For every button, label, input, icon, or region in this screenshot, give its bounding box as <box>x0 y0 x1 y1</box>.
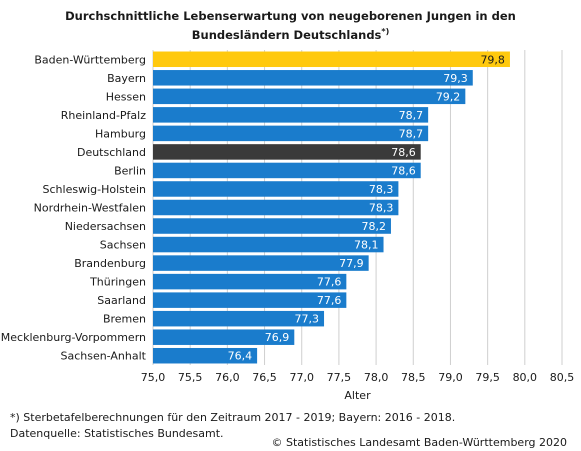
category-label: Deutschland <box>77 146 146 159</box>
data-label: 77,3 <box>295 313 320 326</box>
x-tick-label: 76,5 <box>252 371 277 384</box>
category-label: Mecklenburg-Vorpommern <box>1 331 146 344</box>
bar <box>153 107 429 123</box>
x-tick-label: 78,0 <box>364 371 389 384</box>
category-label: Niedersachsen <box>65 220 146 233</box>
category-label: Hamburg <box>95 127 146 140</box>
x-tick-label: 79,0 <box>438 371 463 384</box>
data-label: 78,1 <box>354 239 379 252</box>
data-label: 78,2 <box>361 220 386 233</box>
data-label: 77,6 <box>317 276 342 289</box>
data-label: 78,3 <box>369 183 394 196</box>
category-label: Hessen <box>106 90 146 103</box>
category-label: Thüringen <box>89 276 146 289</box>
bar <box>153 88 466 105</box>
chart-title-line-2-text: Bundesländern Deutschlands <box>191 27 382 42</box>
bar <box>153 329 295 345</box>
bar <box>153 144 421 160</box>
bar <box>153 292 347 308</box>
bar <box>153 218 391 234</box>
footnote: *) Sterbetafelberechnungen für den Zeitr… <box>10 411 456 424</box>
data-label: 78,7 <box>399 109 424 122</box>
x-tick-label: 75,0 <box>141 371 166 384</box>
x-tick-label: 77,0 <box>289 371 314 384</box>
category-label: Bayern <box>107 72 146 85</box>
x-tick-label: 78,5 <box>401 371 426 384</box>
bar <box>153 236 384 253</box>
data-label: 77,9 <box>339 257 364 270</box>
data-label: 76,9 <box>265 331 290 344</box>
x-tick-label: 75,5 <box>178 371 203 384</box>
data-label: 78,6 <box>391 146 416 159</box>
category-label: Sachsen <box>100 239 146 252</box>
x-tick-label: 79,5 <box>475 371 500 384</box>
bar <box>153 255 369 271</box>
category-label: Saarland <box>97 294 146 307</box>
data-source: Datenquelle: Statistisches Bundesamt. <box>10 427 224 440</box>
data-label: 78,6 <box>391 164 416 177</box>
bar <box>153 181 399 197</box>
x-tick-label: 80,5 <box>550 371 575 384</box>
category-label: Brandenburg <box>74 257 146 270</box>
bar <box>153 162 421 179</box>
bar <box>153 310 325 327</box>
bar <box>153 273 347 290</box>
chart-title-line-1: Durchschnittliche Lebenserwartung von ne… <box>65 9 516 23</box>
category-label: Berlin <box>114 164 146 177</box>
bar <box>153 51 510 68</box>
category-label: Schleswig-Holstein <box>43 183 146 196</box>
bar <box>153 70 473 86</box>
x-axis-label: Alter <box>344 389 371 402</box>
data-label: 78,3 <box>369 202 394 215</box>
data-label: 78,7 <box>399 127 424 140</box>
category-label: Nordrhein-Westfalen <box>34 202 146 215</box>
category-label: Rheinland-Pfalz <box>61 109 146 122</box>
bar <box>153 199 399 216</box>
bar <box>153 347 258 364</box>
data-label: 77,6 <box>317 294 342 307</box>
category-label: Bremen <box>103 313 146 326</box>
chart-title-line-2: Bundesländern Deutschlands*) <box>0 24 581 43</box>
x-tick-label: 77,5 <box>327 371 352 384</box>
x-tick-label: 80,0 <box>513 371 538 384</box>
x-tick-label: 76,0 <box>215 371 240 384</box>
copyright: © Statistisches Landesamt Baden-Württemb… <box>271 436 567 449</box>
data-label: 76,4 <box>228 350 253 363</box>
data-label: 79,8 <box>480 53 505 66</box>
data-label: 79,2 <box>436 90 461 103</box>
data-label: 79,3 <box>443 72 468 85</box>
category-label: Sachsen-Anhalt <box>60 350 146 363</box>
bar <box>153 125 429 142</box>
category-label: Baden-Württemberg <box>34 53 146 66</box>
footnote-marker: *) <box>381 27 390 36</box>
chart-title: Durchschnittliche Lebenserwartung von ne… <box>0 9 581 43</box>
